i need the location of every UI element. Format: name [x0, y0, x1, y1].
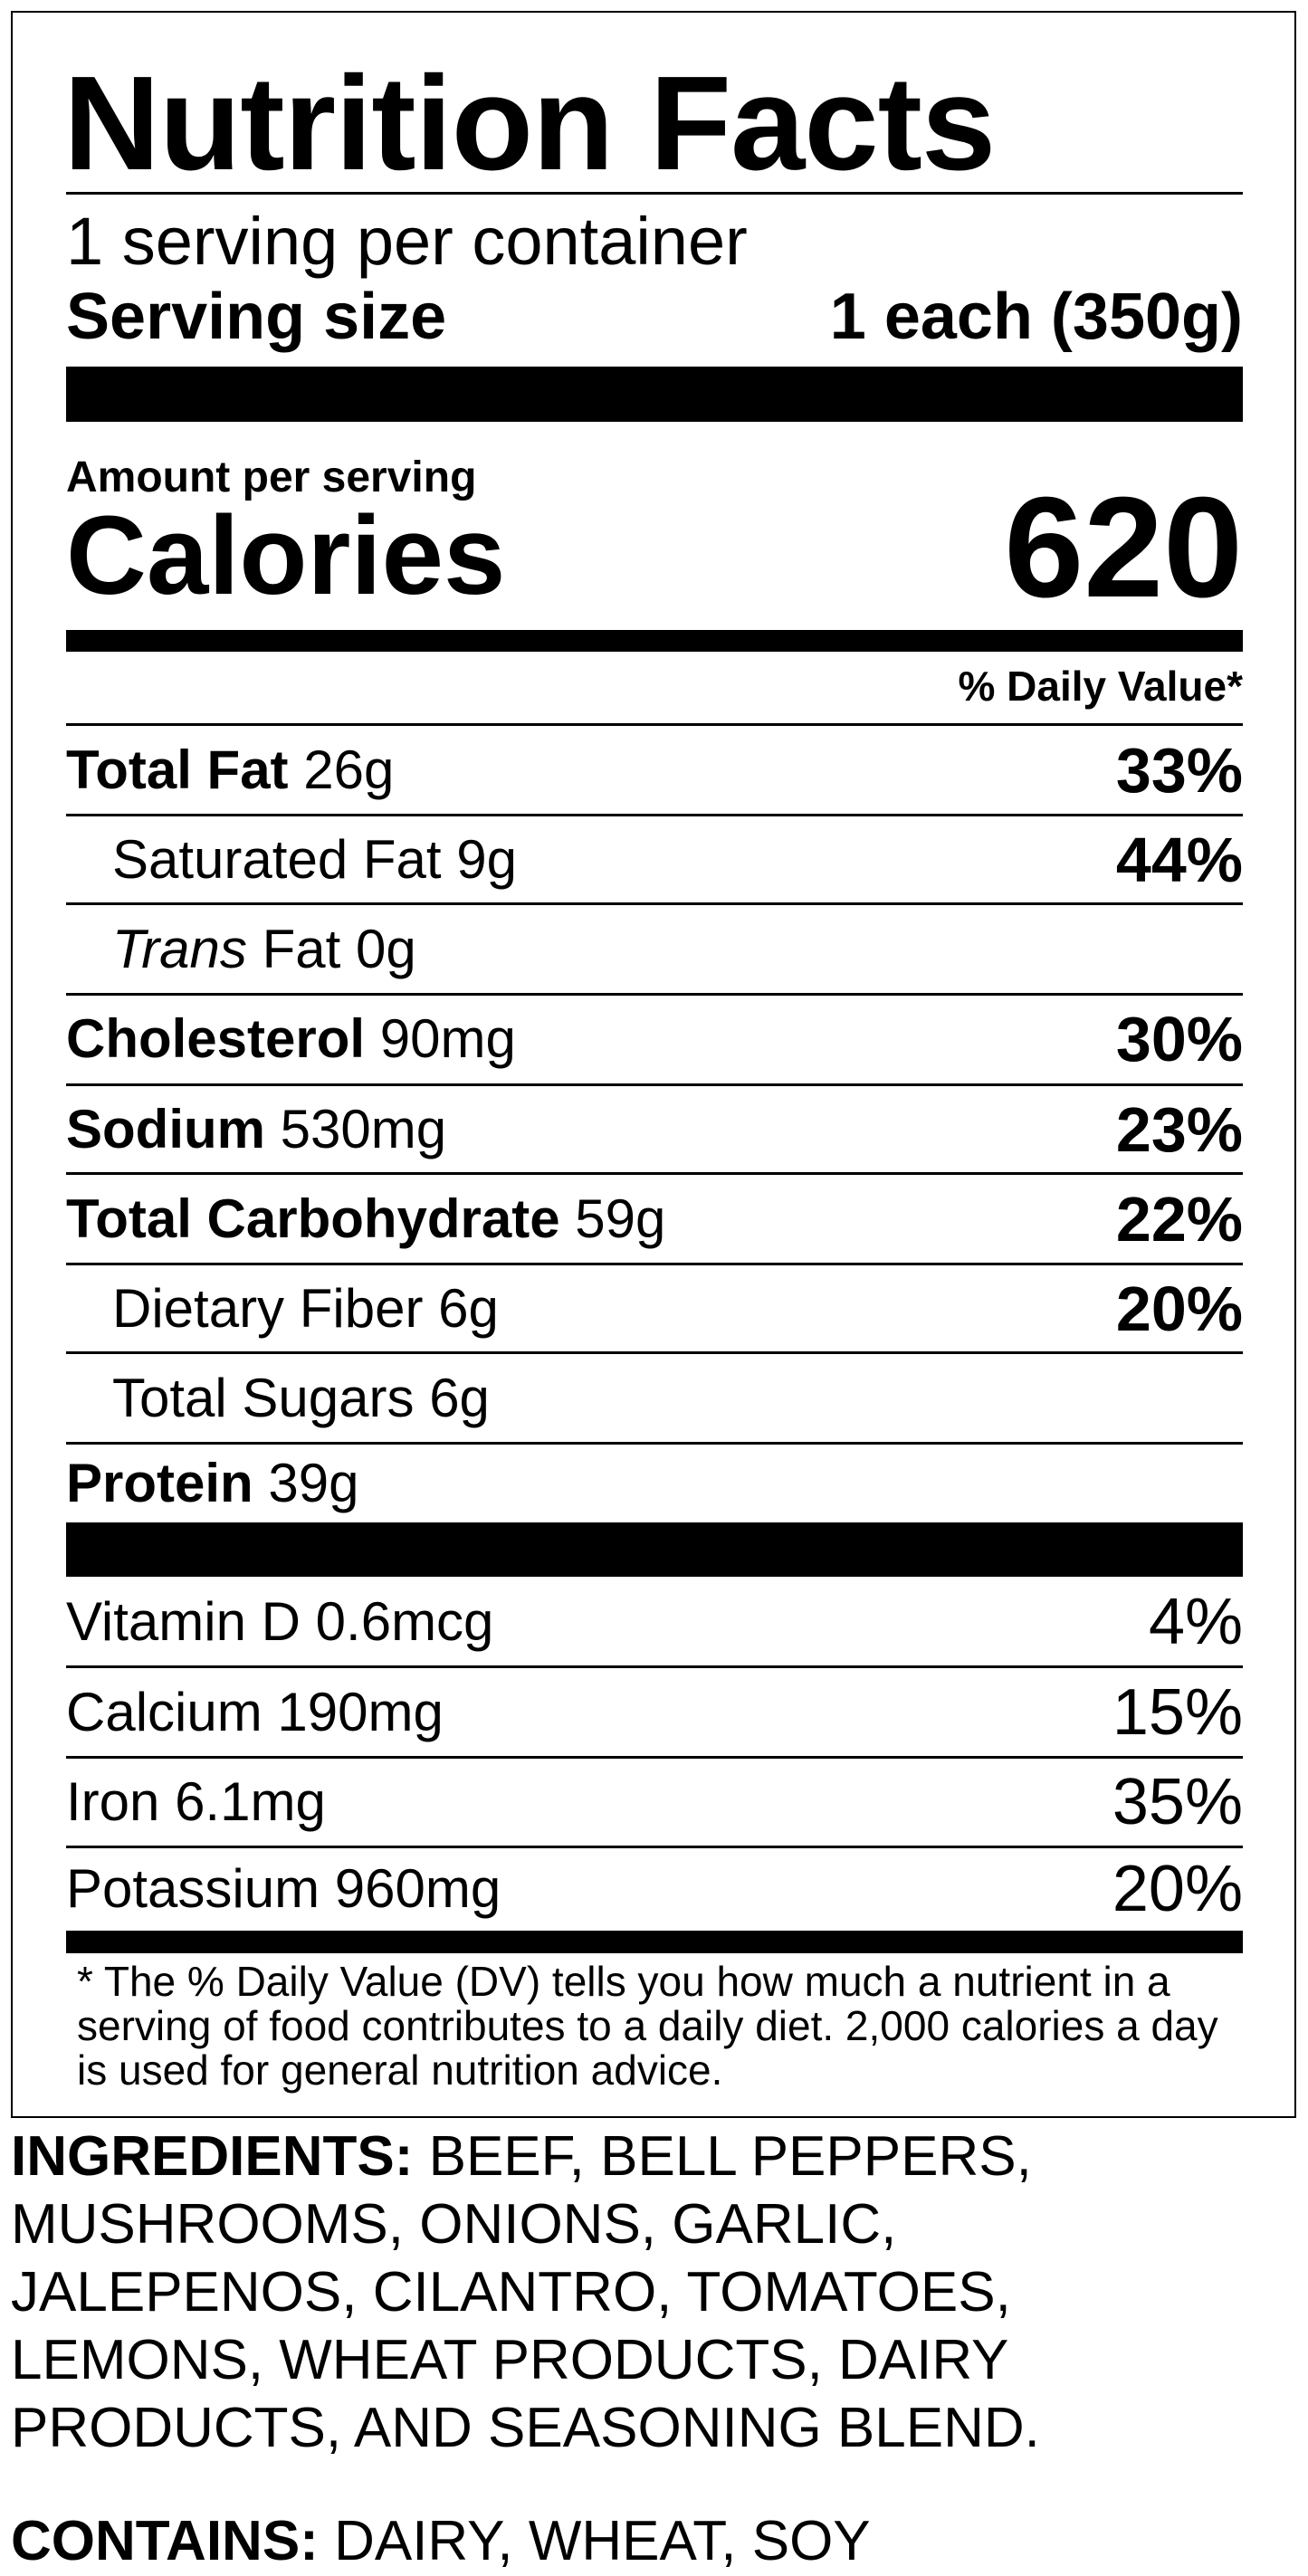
ingredients-text: BEEF, BELL PEPPERS, MUSHROOMS, ONIONS, G…: [11, 2125, 1040, 2459]
nutrient-amount: 6g: [429, 1368, 490, 1428]
vitamin-amount: 6.1mg: [175, 1771, 326, 1832]
nutrient-amount: 0g: [355, 919, 416, 979]
vitamin-row-potassium: Potassium 960mg 20%: [66, 1846, 1243, 1931]
row-divider: [66, 1263, 1243, 1265]
nutrient-name: Total Sugars: [112, 1368, 415, 1428]
serving-size-label: Serving size: [66, 281, 447, 353]
calories-label: Calories: [66, 494, 506, 618]
vitamin-name: Calcium: [66, 1682, 263, 1742]
nutrient-name: Total Carbohydrate: [66, 1188, 560, 1249]
vitamin-name: Vitamin D: [66, 1591, 301, 1652]
nutrient-name: Dietary Fiber: [112, 1278, 424, 1339]
nutrient-row-trans-fat: Trans Fat 0g: [66, 904, 1243, 994]
vitamin-amount: 960mg: [334, 1858, 501, 1919]
ingredients-statement: INGREDIENTS: BEEF, BELL PEPPERS, MUSHROO…: [11, 2123, 1079, 2462]
nutrient-amount: 530mg: [280, 1099, 447, 1159]
vitamin-amount: 190mg: [277, 1682, 444, 1742]
nutrient-name: Total Fat: [66, 739, 289, 800]
nutrient-row-cholesterol: Cholesterol 90mg 30%: [66, 994, 1243, 1083]
nutrient-row-total-sugars: Total Sugars 6g: [66, 1353, 1243, 1443]
vitamin-row-vitamin-d: Vitamin D 0.6mcg 4%: [66, 1577, 1243, 1666]
medium-bar: [66, 1931, 1243, 1953]
nutrient-name: Fat: [262, 919, 341, 979]
row-divider: [66, 993, 1243, 996]
nutrient-dv: 23%: [1115, 1093, 1243, 1165]
nutrient-row-protein: Protein 39g: [66, 1443, 1243, 1522]
nutrient-dv: 44%: [1115, 824, 1243, 895]
nutrient-amount: 26g: [303, 739, 395, 800]
nutrient-name: Sodium: [66, 1099, 265, 1159]
row-divider: [66, 723, 1243, 726]
contains-label: CONTAINS:: [11, 2510, 319, 2572]
daily-value-footnote: * The % Daily Value (DV) tells you how m…: [77, 1958, 1218, 2094]
row-divider: [66, 814, 1243, 816]
vitamin-dv: 15%: [1112, 1675, 1243, 1749]
nutrient-amount: 59g: [575, 1188, 666, 1249]
contains-text: DAIRY, WHEAT, SOY: [334, 2510, 871, 2572]
nutrient-row-total-fat: Total Fat 26g 33%: [66, 725, 1243, 815]
calories-row: Calories 620: [66, 475, 1243, 620]
nutrient-dv: 33%: [1115, 734, 1243, 806]
nutrient-amount: 9g: [456, 829, 517, 890]
nutrient-dv: 22%: [1115, 1183, 1243, 1255]
nutrient-row-dietary-fiber: Dietary Fiber 6g 20%: [66, 1264, 1243, 1353]
vitamin-row-calcium: Calcium 190mg 15%: [66, 1667, 1243, 1757]
row-divider: [66, 1665, 1243, 1668]
calories-value: 620: [1004, 468, 1243, 627]
nutrient-amount: 6g: [438, 1278, 499, 1339]
vitamin-name: Iron: [66, 1771, 160, 1832]
row-divider: [66, 1083, 1243, 1086]
nutrient-row-saturated-fat: Saturated Fat 9g 44%: [66, 815, 1243, 904]
vitamin-row-iron: Iron 6.1mg 35%: [66, 1757, 1243, 1846]
row-divider: [66, 1351, 1243, 1354]
nutrient-dv: 20%: [1115, 1273, 1243, 1344]
vitamin-amount: 0.6mcg: [315, 1591, 494, 1652]
nutrition-facts-panel: [11, 11, 1296, 2118]
nutrient-name-italic: Trans: [112, 919, 247, 979]
row-divider: [66, 1846, 1243, 1848]
vitamin-name: Potassium: [66, 1858, 320, 1919]
nutrient-name: Cholesterol: [66, 1008, 366, 1069]
label-title: Nutrition Facts: [63, 49, 996, 198]
nutrient-amount: 39g: [268, 1452, 359, 1513]
row-divider: [66, 902, 1243, 905]
nutrient-dv: 30%: [1115, 1003, 1243, 1074]
amount-per-serving: Amount per serving: [66, 453, 477, 501]
thick-bar: [66, 1522, 1243, 1577]
nutrient-amount: 90mg: [379, 1008, 516, 1069]
servings-per-container: 1 serving per container: [66, 204, 748, 279]
thick-bar: [66, 367, 1243, 422]
ingredients-label: INGREDIENTS:: [11, 2125, 414, 2188]
daily-value-header: % Daily Value*: [958, 663, 1244, 710]
allergen-statement: CONTAINS: DAIRY, WHEAT, SOY: [11, 2507, 871, 2575]
row-divider: [66, 1172, 1243, 1175]
vitamin-dv: 35%: [1112, 1765, 1243, 1838]
nutrient-row-sodium: Sodium 530mg 23%: [66, 1084, 1243, 1174]
vitamin-dv: 20%: [1112, 1852, 1243, 1925]
row-divider: [66, 1756, 1243, 1759]
title-divider: [66, 192, 1243, 195]
nutrient-name: Saturated Fat: [112, 829, 442, 890]
vitamin-dv: 4%: [1148, 1585, 1243, 1658]
serving-size-row: Serving size 1 each (350g): [66, 276, 1243, 358]
medium-bar: [66, 630, 1243, 652]
nutrient-name: Protein: [66, 1452, 253, 1513]
row-divider: [66, 1442, 1243, 1445]
serving-size-value: 1 each (350g): [829, 281, 1243, 353]
nutrient-row-total-carbohydrate: Total Carbohydrate 59g 22%: [66, 1174, 1243, 1264]
